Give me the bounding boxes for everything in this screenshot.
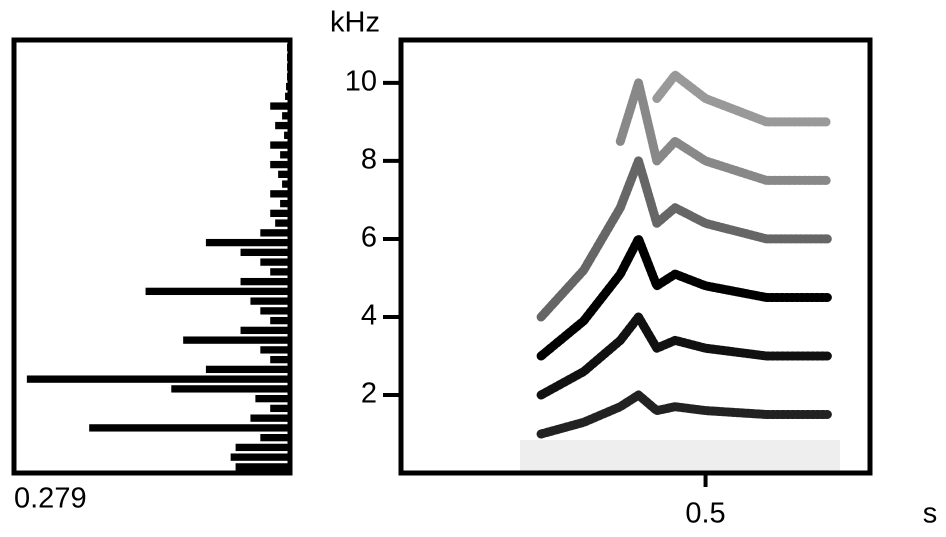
harmonic-line	[652, 70, 832, 127]
spectrum-bar	[145, 287, 290, 296]
y-tick-label: 4	[361, 300, 377, 332]
spectrum-bar	[26, 375, 290, 383]
spectrum-bar	[205, 238, 290, 247]
spectrum-bar	[270, 268, 290, 276]
spectrum-bar	[171, 385, 290, 393]
harmonic-line	[536, 156, 832, 322]
spectrum-bar	[270, 190, 290, 198]
spectrum-bar	[89, 424, 290, 432]
spectrum-bar	[270, 209, 290, 218]
spectrum-bar	[260, 307, 290, 315]
spectrum-bar	[260, 433, 290, 442]
y-tick-label: 2	[361, 378, 377, 410]
y-tick-label: 10	[345, 66, 377, 98]
spectrum-bar	[250, 297, 290, 305]
x-tick-label: 0.5	[685, 498, 725, 530]
spectrum-bar	[230, 453, 290, 461]
spectrum-bar	[280, 199, 290, 208]
spectrum-bar	[270, 102, 290, 110]
harmonic-line	[536, 390, 832, 439]
spectrogram-frame	[398, 37, 873, 476]
spectrum-bar	[205, 365, 290, 374]
spectrum-bar	[270, 404, 290, 413]
spectrum-bar	[260, 229, 290, 237]
spectrum-bar	[255, 394, 290, 403]
spectrum-bar	[270, 141, 290, 149]
spectrum-bar	[282, 112, 290, 120]
spectrum-bar	[250, 414, 290, 422]
harmonic-line	[536, 234, 832, 361]
noise-floor	[520, 440, 840, 473]
spectrum-bar	[280, 151, 290, 159]
spectrum-bar	[270, 355, 290, 364]
spectrum-bar	[278, 170, 290, 178]
marks	[26, 43, 832, 471]
spectrum-bar	[240, 326, 290, 335]
spectrum-bar	[275, 219, 290, 227]
spectrum-bar	[235, 443, 290, 452]
spectrum-bar	[240, 277, 290, 286]
spectrum-bar	[275, 121, 290, 130]
harmonic-line	[615, 78, 832, 185]
spectrum-bar	[235, 463, 290, 471]
spectrum-bar	[260, 346, 290, 354]
y-axis-label: kHz	[330, 7, 380, 39]
spectrum-bar	[270, 160, 290, 169]
y-tick-label: 6	[361, 222, 377, 254]
x-tick-label: 0.279	[14, 483, 87, 515]
spectrum-bar	[284, 131, 290, 139]
y-tick-label: 8	[361, 144, 377, 176]
spectrum-bar	[260, 258, 290, 266]
spectrum-frame	[11, 37, 293, 476]
spectrum-bar	[183, 336, 290, 344]
x-axis-label: s	[923, 498, 938, 530]
spectrum-bar	[270, 316, 290, 325]
harmonic-line	[536, 312, 832, 400]
spectrum-bar	[240, 248, 290, 257]
spectrum-bar	[282, 180, 290, 188]
